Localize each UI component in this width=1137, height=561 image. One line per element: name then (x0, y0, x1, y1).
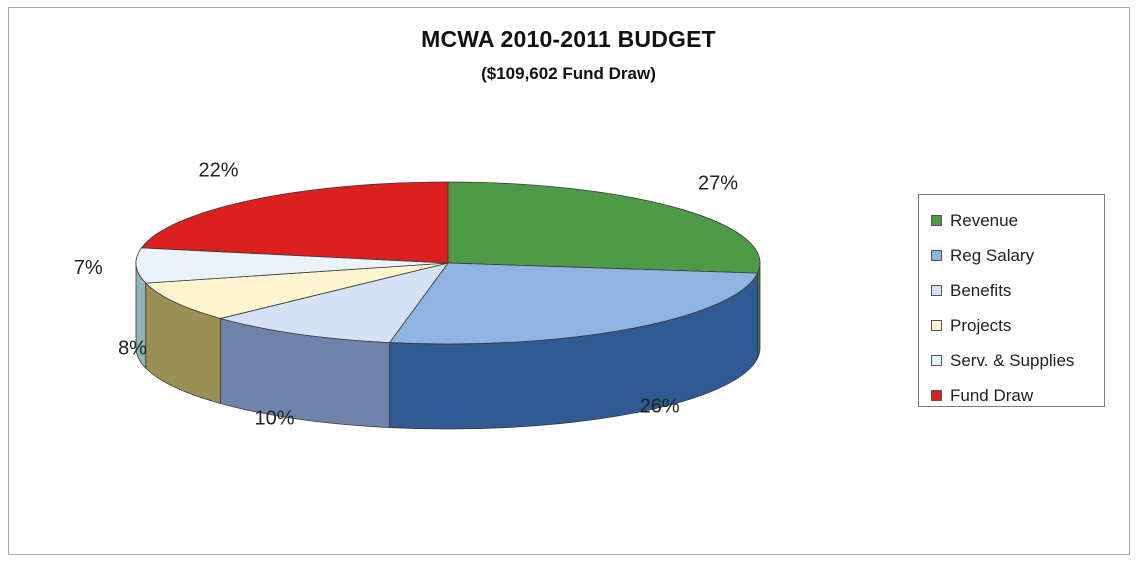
chart-subtitle: ($109,602 Fund Draw) (481, 64, 656, 83)
legend-item-fund-draw: Fund Draw (931, 378, 1104, 413)
pie-slice-fund-draw (140, 181, 449, 264)
legend-swatch (931, 285, 942, 296)
legend-swatch (931, 355, 942, 366)
legend-label: Fund Draw (950, 385, 1034, 405)
pie-label-revenue: 27% (698, 173, 738, 195)
legend-item-serv-supplies: Serv. & Supplies (931, 343, 1104, 378)
chart-legend: Revenue Reg Salary Benefits Projects Serv. &… (918, 194, 1105, 407)
legend-label: Projects (950, 315, 1012, 335)
pie-label-fund-draw: 22% (199, 160, 239, 182)
legend-item-revenue: Revenue (931, 203, 1104, 238)
pie-slice-revenue (447, 181, 761, 274)
legend-item-reg-salary: Reg Salary (931, 238, 1104, 273)
pie-label-projects: 8% (118, 337, 147, 359)
legend-label: Benefits (950, 280, 1012, 300)
pie-label-serv-supplies: 7% (74, 257, 103, 279)
pie-slice-serv-supplies (135, 247, 449, 284)
pie-slice-reg-salary (388, 262, 759, 345)
legend-label: Revenue (950, 210, 1019, 230)
legend-swatch (931, 215, 942, 226)
legend-item-benefits: Benefits (931, 273, 1104, 308)
pie-slice-projects (144, 262, 449, 319)
legend-swatch (931, 390, 942, 401)
legend-swatch (931, 320, 942, 331)
legend-swatch (931, 250, 942, 261)
legend-item-projects: Projects (931, 308, 1104, 343)
pie-label-reg-salary: 26% (640, 396, 680, 418)
pie-slice-benefits (218, 262, 449, 343)
pie-label-benefits: 10% (255, 408, 295, 430)
legend-label: Reg Salary (950, 245, 1035, 265)
chart-title: MCWA 2010-2011 BUDGET (421, 26, 716, 52)
legend-label: Serv. & Supplies (950, 350, 1075, 370)
